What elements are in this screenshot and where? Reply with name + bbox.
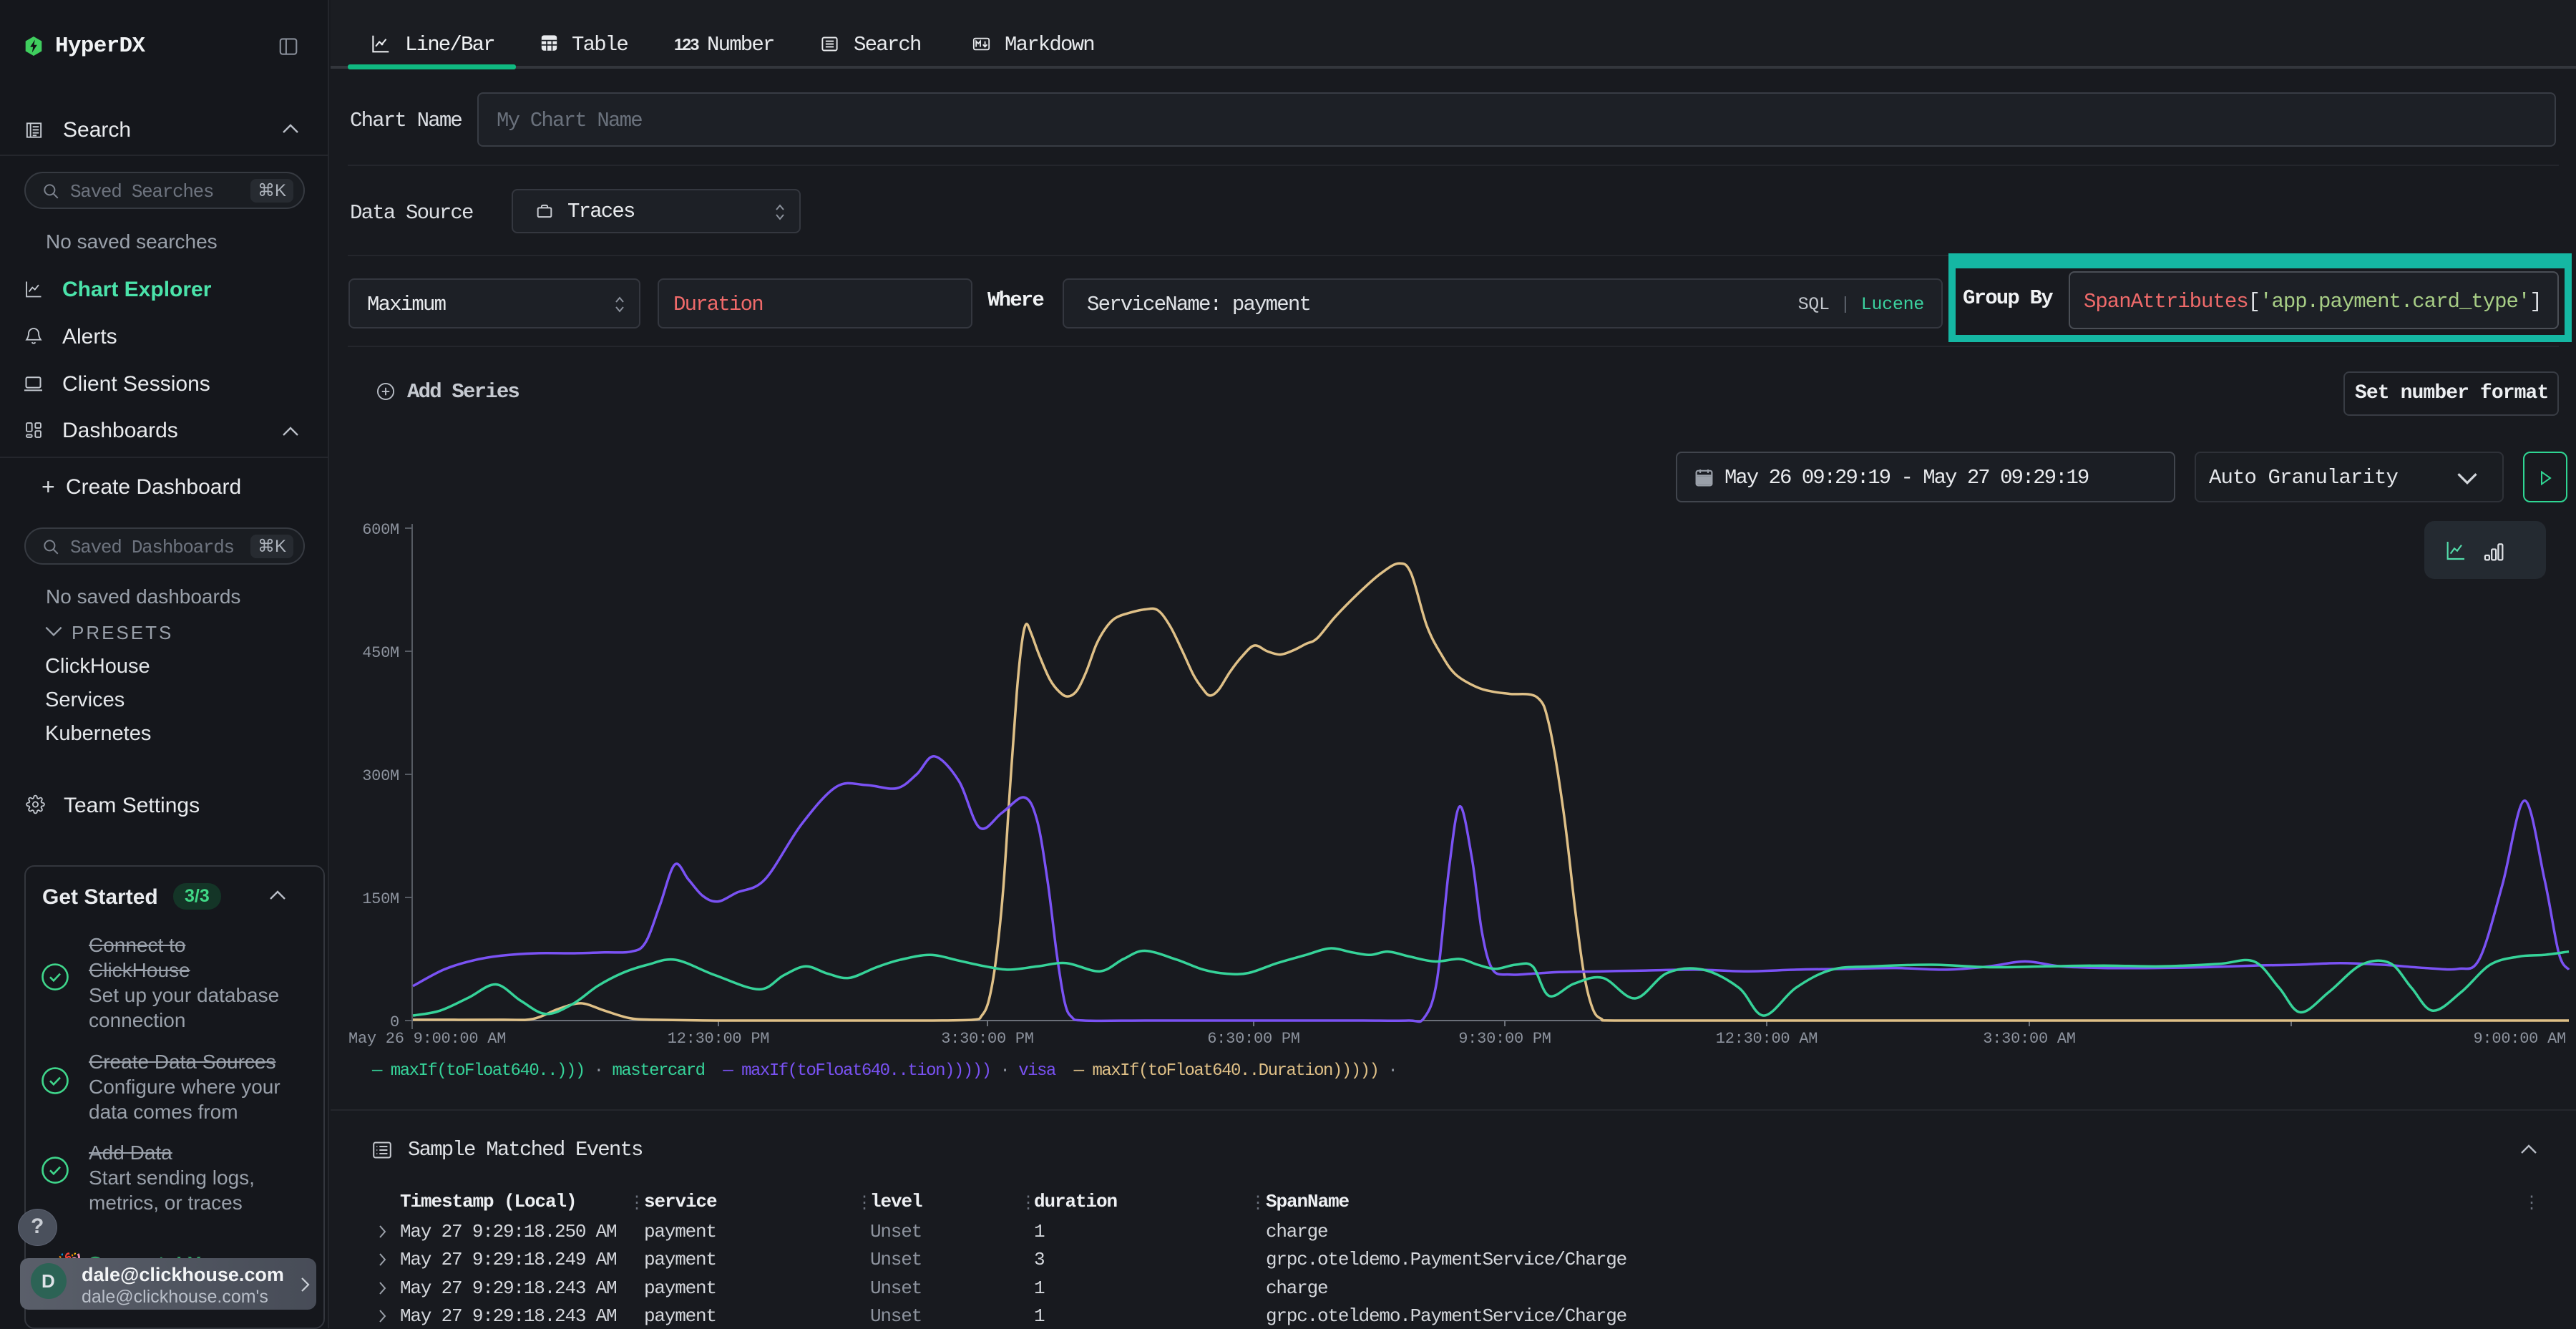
svg-text:9:00:00 AM: 9:00:00 AM — [2473, 1030, 2566, 1048]
svg-text:9:30:00 PM: 9:30:00 PM — [1458, 1030, 1551, 1048]
svg-text:0: 0 — [390, 1013, 399, 1031]
svg-text:300M: 300M — [362, 767, 399, 785]
svg-text:6:30:00 PM: 6:30:00 PM — [1207, 1030, 1300, 1048]
svg-text:May 26 9:00:00 AM: May 26 9:00:00 AM — [348, 1030, 506, 1048]
svg-text:450M: 450M — [362, 644, 399, 662]
svg-text:3:30:00 AM: 3:30:00 AM — [1983, 1030, 2076, 1048]
svg-text:12:30:00 PM: 12:30:00 PM — [668, 1030, 769, 1048]
svg-text:150M: 150M — [362, 890, 399, 908]
svg-text:3:30:00 PM: 3:30:00 PM — [941, 1030, 1034, 1048]
svg-text:600M: 600M — [362, 521, 399, 539]
svg-text:12:30:00 AM: 12:30:00 AM — [1716, 1030, 1818, 1048]
